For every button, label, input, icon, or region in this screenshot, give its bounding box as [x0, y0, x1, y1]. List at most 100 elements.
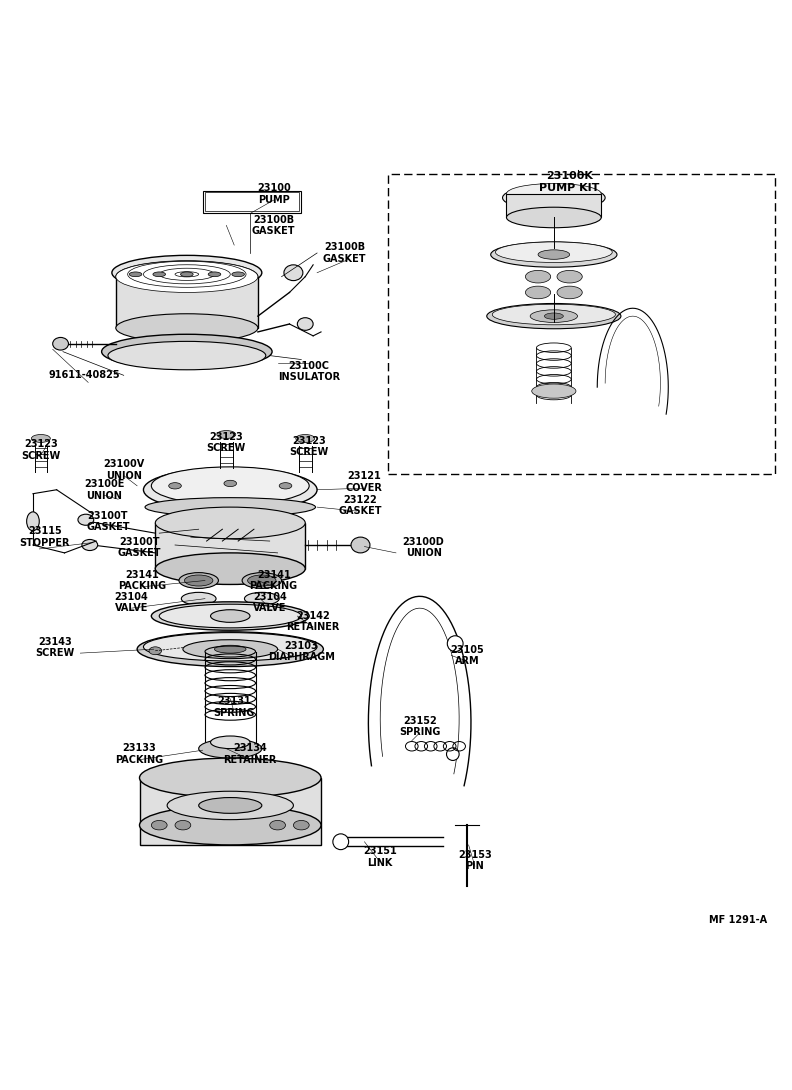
Ellipse shape — [245, 592, 280, 605]
Ellipse shape — [284, 265, 303, 280]
Ellipse shape — [297, 317, 313, 330]
Text: 23131
SPRING: 23131 SPRING — [214, 697, 255, 717]
Bar — [388, 174, 775, 474]
Ellipse shape — [116, 314, 258, 342]
Text: 23115
STOPPER: 23115 STOPPER — [20, 526, 70, 548]
Ellipse shape — [183, 640, 278, 658]
Text: 23100K
PUMP KIT: 23100K PUMP KIT — [539, 171, 600, 193]
Ellipse shape — [151, 467, 309, 505]
Text: 23123
SCREW: 23123 SCREW — [290, 436, 329, 457]
Text: 23123
SCREW: 23123 SCREW — [207, 432, 246, 453]
Ellipse shape — [159, 604, 301, 628]
Ellipse shape — [447, 748, 459, 761]
Text: 23152
SPRING: 23152 SPRING — [399, 716, 440, 737]
Ellipse shape — [493, 304, 615, 325]
Ellipse shape — [224, 481, 237, 486]
Ellipse shape — [199, 798, 262, 813]
Text: 23122
GASKET: 23122 GASKET — [339, 495, 383, 517]
Bar — [116, 277, 258, 328]
Text: 23100B
GASKET: 23100B GASKET — [323, 242, 367, 264]
Text: 23100T
GASKET: 23100T GASKET — [118, 536, 162, 558]
Ellipse shape — [153, 271, 166, 277]
Ellipse shape — [217, 431, 236, 438]
Ellipse shape — [293, 821, 309, 829]
Ellipse shape — [116, 261, 258, 292]
Bar — [507, 194, 601, 218]
Ellipse shape — [242, 572, 282, 589]
Ellipse shape — [137, 632, 323, 667]
Ellipse shape — [143, 468, 317, 512]
Ellipse shape — [82, 540, 97, 550]
Ellipse shape — [53, 338, 68, 350]
Ellipse shape — [175, 821, 191, 829]
Text: 23133
PACKING: 23133 PACKING — [116, 743, 164, 765]
Ellipse shape — [185, 576, 213, 586]
Ellipse shape — [139, 758, 321, 798]
Ellipse shape — [143, 632, 317, 661]
Bar — [205, 192, 299, 211]
Ellipse shape — [116, 261, 258, 292]
Ellipse shape — [557, 287, 582, 299]
Ellipse shape — [145, 498, 315, 517]
Ellipse shape — [167, 791, 293, 820]
Bar — [139, 778, 321, 845]
Ellipse shape — [129, 271, 142, 277]
Text: 23141
PACKING: 23141 PACKING — [249, 570, 298, 591]
Ellipse shape — [544, 313, 563, 319]
Ellipse shape — [32, 435, 51, 443]
Text: 23151
LINK: 23151 LINK — [364, 846, 397, 868]
Text: 91611-40825: 91611-40825 — [48, 371, 120, 380]
Ellipse shape — [199, 739, 262, 758]
Ellipse shape — [27, 512, 40, 531]
Ellipse shape — [169, 483, 181, 489]
Ellipse shape — [280, 483, 291, 489]
Ellipse shape — [181, 592, 216, 605]
Ellipse shape — [491, 242, 617, 267]
Text: 23100D
UNION: 23100D UNION — [403, 536, 444, 558]
Ellipse shape — [149, 646, 162, 655]
Ellipse shape — [270, 821, 285, 829]
Ellipse shape — [179, 572, 219, 589]
Text: 23123
SCREW: 23123 SCREW — [21, 439, 60, 461]
Ellipse shape — [248, 576, 276, 586]
Ellipse shape — [538, 250, 569, 259]
Ellipse shape — [525, 287, 550, 299]
Text: 23141
PACKING: 23141 PACKING — [118, 570, 166, 591]
Ellipse shape — [496, 242, 612, 263]
Ellipse shape — [557, 270, 582, 283]
Text: 23104
VALVE: 23104 VALVE — [253, 592, 287, 614]
Ellipse shape — [155, 553, 305, 584]
Ellipse shape — [151, 821, 167, 829]
Ellipse shape — [530, 310, 577, 323]
Text: 23100T
GASKET: 23100T GASKET — [86, 510, 130, 532]
Ellipse shape — [487, 303, 621, 329]
Ellipse shape — [151, 602, 309, 630]
Text: 23100E
UNION: 23100E UNION — [84, 479, 124, 500]
Text: 23100B
GASKET: 23100B GASKET — [252, 215, 295, 237]
Ellipse shape — [503, 185, 605, 210]
Ellipse shape — [181, 271, 193, 277]
Ellipse shape — [447, 635, 463, 652]
Ellipse shape — [108, 341, 266, 370]
Text: 23105
ARM: 23105 ARM — [450, 644, 484, 666]
Bar — [203, 191, 301, 213]
Ellipse shape — [155, 507, 305, 538]
Bar — [155, 523, 305, 569]
Text: 23153
PIN: 23153 PIN — [458, 850, 492, 872]
Ellipse shape — [295, 435, 314, 443]
Ellipse shape — [507, 207, 601, 228]
Ellipse shape — [525, 270, 550, 283]
Ellipse shape — [112, 255, 262, 290]
Ellipse shape — [78, 514, 93, 525]
Text: 23142
RETAINER: 23142 RETAINER — [287, 610, 340, 632]
Ellipse shape — [333, 834, 348, 849]
Text: 23103
DIAPHRAGM: 23103 DIAPHRAGM — [268, 641, 335, 663]
Ellipse shape — [208, 271, 221, 277]
Ellipse shape — [507, 183, 601, 204]
Text: 23104
VALVE: 23104 VALVE — [115, 592, 148, 614]
Ellipse shape — [101, 335, 272, 370]
Text: 23143
SCREW: 23143 SCREW — [36, 637, 74, 658]
Ellipse shape — [211, 736, 250, 749]
Text: MF 1291-A: MF 1291-A — [709, 916, 767, 925]
Text: 23100
PUMP: 23100 PUMP — [257, 183, 291, 205]
